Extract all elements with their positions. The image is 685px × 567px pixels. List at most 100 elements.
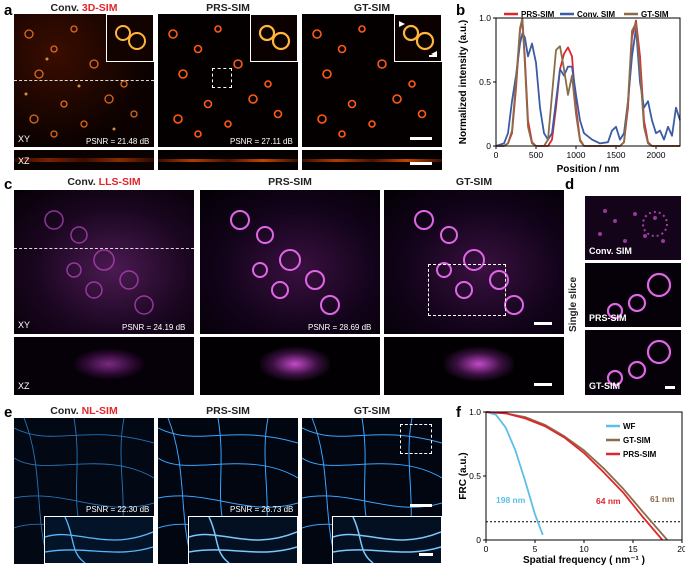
panel-f-annotation-wf: 198 nm	[496, 495, 526, 505]
panel-e-title-prs: PRS-SIM	[206, 405, 250, 417]
panel-a-xy-tag: XY	[18, 134, 31, 144]
series-line-wf	[485, 411, 544, 536]
panel-a-conv-psnr: PSNR = 21.48 dB	[86, 137, 150, 146]
panel-d-gt-image: GT-SIM	[585, 330, 681, 395]
panel-c-title-conv: Conv. LLS-SIM	[67, 176, 141, 188]
panel-f-annotation-prs: 64 nm	[596, 496, 621, 506]
panel-c-prs-xz-image	[200, 337, 380, 395]
panel-c-gt-xy-image	[384, 190, 564, 334]
panel-d-prs-image: PRS-SIM	[585, 263, 681, 327]
x-tick-label: 20	[677, 544, 685, 554]
panel-c-title-gt: GT-SIM	[455, 176, 493, 188]
x-tick-label: 0	[484, 544, 489, 554]
panel-a-gt-xy-image	[302, 14, 442, 147]
panel-e-gt-inset	[332, 516, 442, 564]
panel-a-profile-line	[14, 80, 154, 81]
panel-c-prs-xy-image: PSNR = 28.69 dB	[200, 190, 380, 334]
panel-e-gt-image	[302, 418, 442, 564]
panel-b-chart: 0 500 1000 1500 2000 0 0.5 1.0 Position / nm PR…	[458, 10, 681, 175]
y-tick-label: 0.5	[479, 77, 491, 87]
panel-c-profile-line	[14, 248, 194, 249]
panel-e-conv-image: PSNR = 22.30 dB	[14, 418, 154, 564]
panel-f-plot-frame	[485, 411, 683, 541]
panel-a-conv-xz-image: XZ	[14, 150, 154, 170]
x-tick-label: 0	[494, 150, 499, 160]
legend-label: PRS-SIM	[521, 10, 555, 19]
panel-e-conv-psnr: PSNR = 22.30 dB	[86, 505, 150, 514]
panel-label-a: a	[4, 2, 13, 19]
panel-a-title-prs: PRS-SIM	[206, 2, 250, 14]
panel-e-prs-image: PSNR = 26.73 dB	[158, 418, 298, 564]
panel-e-prs-inset	[188, 516, 298, 564]
legend-label: GT-SIM	[641, 10, 669, 19]
x-tick-label: 1500	[607, 150, 626, 160]
panel-e-title-conv: Conv. NL-SIM	[50, 405, 118, 417]
panel-a-xz-tag: XZ	[18, 156, 30, 166]
panel-label-f: f	[456, 404, 461, 421]
panel-e-title-gt: GT-SIM	[353, 405, 391, 417]
panel-f-xlabel: Spatial frequency ( nm⁻¹ )	[523, 555, 645, 566]
panel-c-xy-tag: XY	[18, 320, 31, 330]
panel-label-b: b	[456, 2, 466, 19]
panel-f-ylabel: FRC (a.u.)	[458, 452, 469, 499]
x-tick-label: 5	[533, 544, 538, 554]
panel-e-roi-box	[400, 424, 432, 454]
panel-c-roi-box	[428, 264, 506, 316]
panel-e-scale-bar	[410, 504, 432, 507]
y-tick-label: 0.5	[469, 471, 481, 481]
panel-c-prs-psnr: PSNR = 28.69 dB	[308, 323, 372, 332]
panel-label-e: e	[4, 404, 13, 421]
panel-label-c: c	[4, 176, 13, 193]
series-line-gt-sim	[496, 17, 680, 147]
series-line-gt-sim	[485, 411, 668, 541]
panel-f-annotation-gt: 61 nm	[650, 494, 675, 504]
x-tick-label: 1000	[567, 150, 586, 160]
series-line-conv-sim	[495, 27, 681, 147]
panel-c-xz-tag: XZ	[18, 381, 30, 391]
panel-a-conv-xy-image: XY PSNR = 21.48 dB	[14, 14, 154, 147]
panel-d-prs-label: PRS-SIM	[589, 313, 627, 323]
panel-a-title-gt: GT-SIM	[353, 2, 391, 14]
panel-d-conv-label: Conv. SIM	[589, 246, 632, 256]
x-tick-label: 500	[529, 150, 543, 160]
y-tick-label: 1.0	[479, 13, 491, 23]
x-tick-label: 2000	[647, 150, 666, 160]
panel-a-scale-bar	[410, 137, 432, 140]
panel-c-conv-xz-image: XZ	[14, 337, 194, 395]
panel-d-gt-label: GT-SIM	[589, 381, 620, 391]
panel-a-prs-inset	[250, 14, 298, 62]
y-tick-label: 0	[486, 141, 491, 151]
legend-label: PRS-SIM	[623, 450, 657, 459]
panel-b-plot-frame	[495, 17, 681, 147]
panel-a-conv-inset	[106, 14, 154, 62]
x-tick-label: 10	[579, 544, 589, 554]
panel-e-prs-psnr: PSNR = 26.73 dB	[230, 505, 294, 514]
legend-label: Conv. SIM	[577, 10, 615, 19]
panel-c-gt-xz-image	[384, 337, 564, 395]
panel-a-title-conv: Conv. 3D-SIM	[50, 2, 118, 14]
panel-a-prs-xy-image: PSNR = 27.11 dB	[158, 14, 298, 147]
panel-c-conv-psnr: PSNR = 24.19 dB	[122, 323, 186, 332]
panel-e-conv-inset	[44, 516, 154, 564]
panel-a-roi-box	[212, 68, 232, 88]
panel-d-conv-image: Conv. SIM	[585, 196, 681, 260]
panel-a-gt-xz-image	[302, 150, 442, 170]
panel-label-d: d	[565, 176, 575, 193]
panel-a-gt-inset	[394, 14, 442, 62]
panel-f-chart: 0 5 10 15 20 0 0.5 1.0 198 nm 64 nm 61 nm WF GT-…	[458, 407, 685, 566]
panel-d-side-label: Single slice	[568, 276, 579, 332]
series-line-prs-sim	[485, 411, 664, 541]
panel-b-xlabel: Position / nm	[557, 164, 620, 175]
legend-label: GT-SIM	[623, 436, 651, 445]
panel-a-prs-xz-image	[158, 150, 298, 170]
panel-c-scale-bar	[534, 322, 552, 325]
panel-a-xz-scale-bar	[410, 162, 432, 165]
panel-b-ylabel: Normalized intensity (a.u.)	[458, 20, 469, 144]
panel-c-title-prs: PRS-SIM	[268, 176, 312, 188]
panel-c-xz-scale-bar	[534, 383, 552, 386]
panel-c-conv-xy-image: XY PSNR = 24.19 dB	[14, 190, 194, 334]
panel-a-prs-psnr: PSNR = 27.11 dB	[230, 137, 293, 146]
y-tick-label: 1.0	[469, 407, 481, 417]
legend-label: WF	[623, 422, 636, 431]
panel-d-scale-bar	[665, 386, 675, 389]
